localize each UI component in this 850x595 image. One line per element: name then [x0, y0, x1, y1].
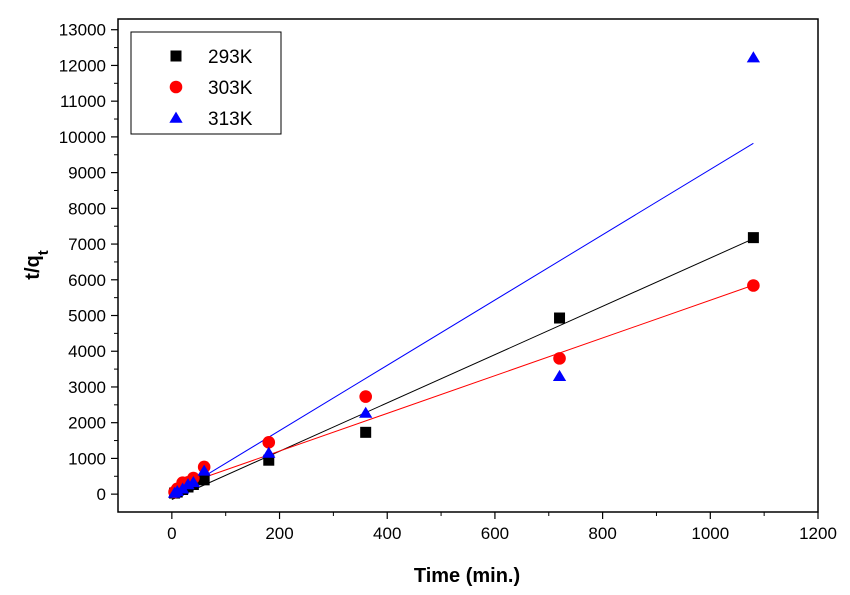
- point-293K: [554, 312, 566, 324]
- x-tick-label: 0: [167, 524, 176, 543]
- legend-label-313K: 313K: [208, 109, 253, 130]
- x-tick-label: 200: [265, 524, 293, 543]
- legend-items: 293K 303K 313K: [169, 47, 253, 130]
- fit-line-293K: [171, 238, 754, 500]
- x-tick-label: 600: [481, 524, 509, 543]
- y-axis-title: t/qt: [22, 250, 52, 279]
- legend-marker-293K: [170, 50, 182, 62]
- y-tick-label: 6000: [68, 271, 106, 290]
- point-303K: [747, 279, 760, 292]
- y-tick-label: 3000: [68, 378, 106, 397]
- legend-label-303K: 303K: [208, 78, 253, 99]
- legend-box: [130, 31, 282, 135]
- data-points: [167, 51, 761, 499]
- point-313K: [746, 51, 761, 63]
- fit-lines: [171, 142, 754, 500]
- point-313K: [186, 476, 201, 488]
- legend-label-293K: 293K: [208, 47, 253, 68]
- y-tick-label: 4000: [68, 342, 106, 361]
- y-tick-label: 12000: [59, 56, 106, 75]
- y-tick-label: 9000: [68, 164, 106, 183]
- axis-ticks: 0 200 400 600 800 1000 12000100020003000400050…: [59, 21, 837, 543]
- point-293K: [198, 474, 210, 486]
- legend-marker-303K: [169, 80, 183, 94]
- fit-line-303K: [171, 284, 754, 490]
- y-tick-label: 10000: [59, 128, 106, 147]
- y-tick-label: 1000: [68, 449, 106, 468]
- y-tick-label: 11000: [60, 92, 106, 111]
- y-axis-title-subscript: t: [35, 250, 52, 255]
- y-axis-title-main: t/q: [22, 255, 44, 279]
- legend: 293K 303K 313K: [130, 31, 282, 135]
- point-293K: [263, 454, 275, 466]
- y-tick-label: 0: [97, 485, 106, 504]
- legend-marker-313K: [169, 111, 183, 123]
- point-293K: [360, 426, 372, 438]
- x-tick-label: 1000: [691, 524, 729, 543]
- y-tick-label: 8000: [68, 199, 106, 218]
- x-axis-title: Time (min.): [414, 565, 520, 587]
- x-tick-label: 800: [588, 524, 616, 543]
- x-tick-label: 1200: [799, 524, 837, 543]
- y-tick-label: 2000: [68, 414, 106, 433]
- point-303K: [262, 436, 276, 449]
- y-tick-label: 13000: [59, 21, 106, 40]
- point-313K: [552, 369, 567, 381]
- fit-line-313K: [171, 142, 754, 497]
- point-313K: [197, 464, 211, 476]
- point-313K: [262, 446, 276, 458]
- point-303K: [359, 390, 372, 403]
- point-303K: [553, 352, 566, 365]
- plot-frame: [117, 18, 819, 513]
- x-tick-label: 400: [373, 524, 401, 543]
- point-313K: [359, 406, 373, 418]
- y-tick-label: 7000: [68, 235, 106, 254]
- point-293K: [747, 232, 759, 244]
- y-tick-label: 5000: [68, 307, 106, 326]
